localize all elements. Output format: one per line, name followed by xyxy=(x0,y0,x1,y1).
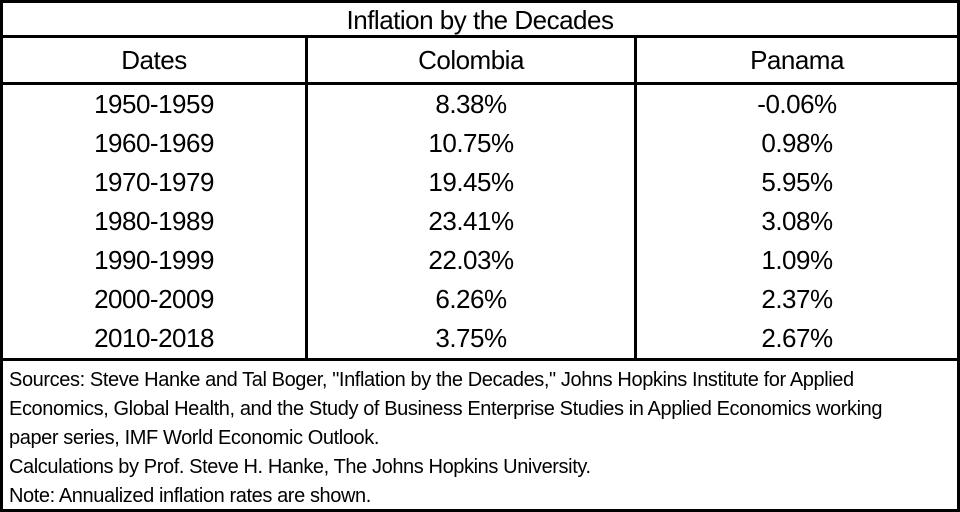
cell-colombia: 10.75% xyxy=(308,124,637,163)
cell-dates: 1970-1979 xyxy=(3,163,308,202)
cell-dates: 1950-1959 xyxy=(3,85,308,124)
table-row: 1990-1999 22.03% 1.09% xyxy=(3,241,957,280)
column-header-panama: Panama xyxy=(750,45,844,75)
source-note-line: Calculations by Prof. Steve H. Hanke, Th… xyxy=(9,456,591,478)
cell-colombia: 6.26% xyxy=(308,280,637,319)
table-row: 2010-2018 3.75% 2.67% xyxy=(3,319,957,358)
column-header-colombia: Colombia xyxy=(308,38,637,82)
cell-dates: 2000-2009 xyxy=(3,280,308,319)
table-body: 1950-1959 8.38% -0.06% 1960-1969 10.75% 0.98%… xyxy=(3,85,957,361)
cell-colombia: 8.38% xyxy=(308,85,637,124)
cell-colombia: 19.45% xyxy=(308,163,637,202)
cell-colombia: 22.03% xyxy=(308,241,637,280)
source-note-line: Sources: Steve Hanke and Tal Boger, "Inf… xyxy=(9,369,854,391)
source-notes: Sources: Steve Hanke and Tal Boger, "Inf… xyxy=(3,361,957,509)
table-row: 1950-1959 8.38% -0.06% xyxy=(3,85,957,124)
cell-dates: 1980-1989 xyxy=(3,202,308,241)
cell-panama: 5.95% xyxy=(761,167,833,197)
cell-panama: 2.67% xyxy=(761,323,833,353)
cell-panama: 1.09% xyxy=(761,245,833,275)
table-row: 1970-1979 19.45% 5.95% xyxy=(3,163,957,202)
cell-colombia: 3.75% xyxy=(308,319,637,358)
column-header-dates: Dates xyxy=(3,38,308,82)
table-row: 1980-1989 23.41% 3.08% xyxy=(3,202,957,241)
cell-panama: 3.08% xyxy=(761,206,833,236)
cell-colombia: 23.41% xyxy=(308,202,637,241)
cell-dates: 2010-2018 xyxy=(3,319,308,358)
cell-panama: 2.37% xyxy=(761,284,833,314)
table-row: 1960-1969 10.75% 0.98% xyxy=(3,124,957,163)
table-header-row: Dates Colombia Panama xyxy=(3,38,957,85)
cell-dates: 1960-1969 xyxy=(3,124,308,163)
table-title: Inflation by the Decades xyxy=(3,3,957,38)
cell-panama: 0.98% xyxy=(761,128,833,158)
table-row: 2000-2009 6.26% 2.37% xyxy=(3,280,957,319)
cell-dates: 1990-1999 xyxy=(3,241,308,280)
source-note-line: Note: Annualized inflation rates are sho… xyxy=(9,485,371,507)
source-note-line: paper series, IMF World Economic Outlook… xyxy=(9,427,380,449)
cell-panama: -0.06% xyxy=(757,89,837,119)
source-note-line: Economics, Global Health, and the Study … xyxy=(9,398,883,420)
